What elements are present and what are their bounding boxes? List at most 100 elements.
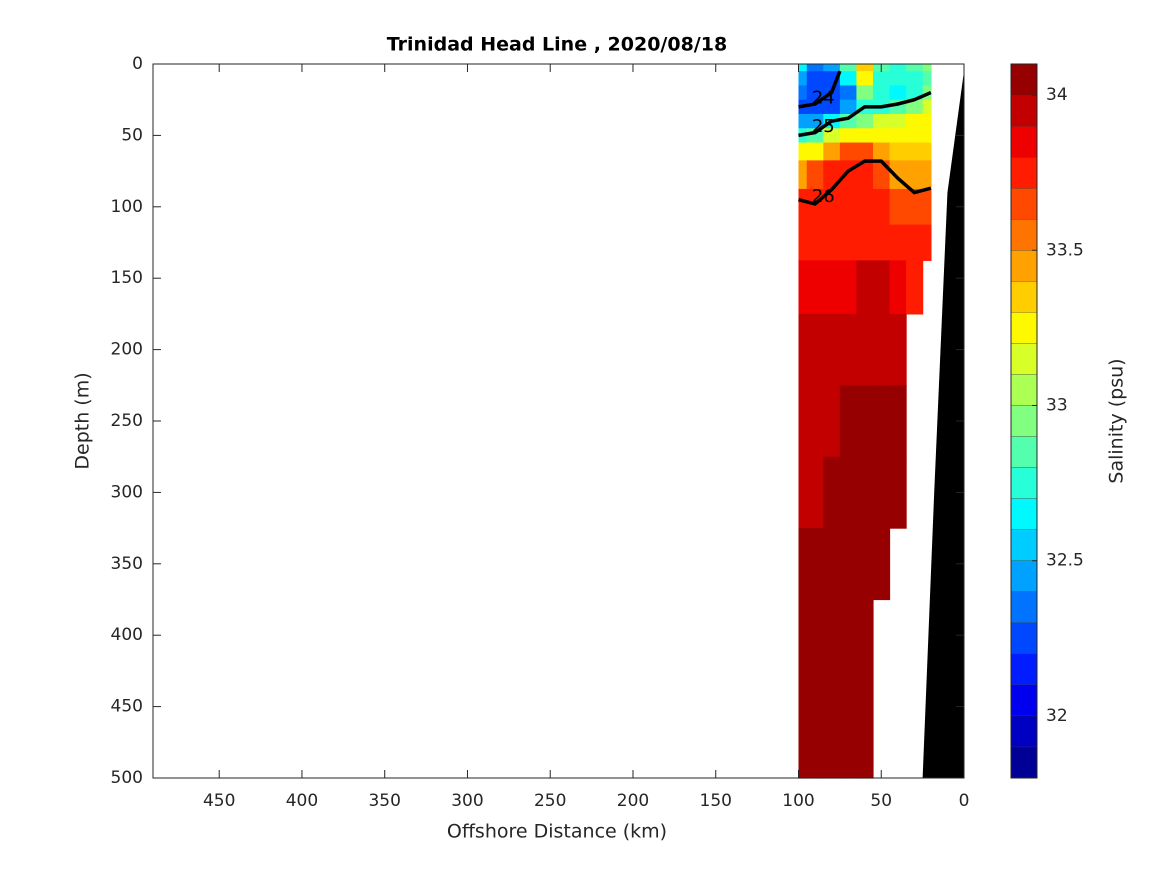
- salinity-cell: [906, 260, 924, 315]
- salinity-cell: [823, 64, 841, 72]
- salinity-cell: [823, 670, 841, 743]
- salinity-cell: [798, 64, 808, 72]
- colorbar-band: [1010, 560, 1038, 592]
- salinity-cell: [798, 160, 808, 190]
- salinity-cell: [856, 128, 874, 144]
- salinity-cell: [922, 160, 932, 190]
- salinity-cell: [889, 456, 907, 529]
- salinity-cell: [872, 313, 891, 386]
- salinity-cell: [839, 528, 858, 601]
- salinity-cell: [823, 224, 841, 261]
- salinity-cell: [798, 385, 808, 458]
- y-tick-label: 150: [111, 268, 143, 288]
- salinity-cell: [906, 113, 924, 129]
- colorbar-band: [1010, 715, 1038, 748]
- salinity-cell: [889, 113, 907, 129]
- salinity-cell: [906, 142, 924, 161]
- y-tick-label: 450: [111, 697, 143, 717]
- y-tick-label: 350: [111, 554, 143, 574]
- salinity-cell: [839, 85, 858, 101]
- salinity-cell: [872, 385, 891, 458]
- x-tick-label: 100: [782, 791, 814, 811]
- y-tick-label: 250: [111, 411, 143, 431]
- y-tick-label: 0: [132, 54, 143, 74]
- contour-label: 24: [812, 87, 835, 108]
- salinity-cell: [806, 64, 824, 72]
- salinity-cell: [798, 260, 808, 315]
- x-axis-label: Offshore Distance (km): [447, 821, 667, 843]
- x-tick-label: 200: [617, 791, 649, 811]
- salinity-cell: [823, 188, 841, 226]
- colorbar-band: [1010, 219, 1038, 251]
- colorbar-band: [1010, 622, 1038, 654]
- salinity-cell: [889, 224, 907, 261]
- salinity-cell: [906, 224, 924, 261]
- salinity-cell: [798, 113, 808, 129]
- y-tick-label: 50: [121, 125, 143, 145]
- contour-line: [798, 159, 932, 206]
- salinity-cell: [872, 160, 891, 190]
- salinity-cell: [889, 188, 907, 226]
- salinity-cell: [806, 113, 824, 129]
- salinity-cell: [889, 71, 907, 87]
- salinity-cell: [839, 313, 858, 386]
- salinity-cell: [839, 260, 858, 315]
- colorbar-tick-label: 34: [1046, 85, 1068, 105]
- colorbar-band: [1010, 436, 1038, 468]
- colorbar-tick-label: 33.5: [1046, 240, 1084, 260]
- salinity-cell: [872, 85, 891, 101]
- salinity-cell: [872, 142, 891, 161]
- salinity-cell: [856, 528, 874, 601]
- salinity-cell: [872, 528, 891, 601]
- salinity-cell: [856, 599, 874, 672]
- colorbar-band: [1010, 529, 1038, 561]
- y-tick-label: 500: [111, 768, 143, 788]
- salinity-cell: [806, 599, 824, 672]
- salinity-cell: [839, 599, 858, 672]
- colorbar-band: [1010, 467, 1038, 499]
- salinity-cell: [839, 71, 858, 87]
- contour-line: [798, 70, 842, 109]
- colorbar-band: [1010, 374, 1038, 406]
- x-tick-label: 450: [203, 791, 235, 811]
- x-tick-label: 50: [870, 791, 892, 811]
- salinity-cell: [889, 64, 907, 72]
- y-tick-label: 400: [111, 625, 143, 645]
- colorbar-frame: [1010, 63, 1038, 779]
- salinity-cell: [922, 224, 932, 261]
- salinity-cell: [798, 528, 808, 601]
- salinity-cell: [798, 599, 808, 672]
- salinity-cell: [856, 142, 874, 161]
- salinity-cell: [856, 742, 874, 779]
- salinity-cell: [806, 85, 824, 101]
- colorbar-label: Salinity (psu): [1106, 358, 1128, 483]
- salinity-cell: [806, 260, 824, 315]
- salinity-cell: [922, 99, 932, 115]
- salinity-cell: [798, 142, 808, 161]
- salinity-cell: [906, 64, 924, 72]
- salinity-cell: [798, 313, 808, 386]
- salinity-cell: [798, 742, 808, 779]
- salinity-cell: [806, 160, 824, 190]
- y-axis-label: Depth (m): [72, 372, 94, 469]
- salinity-cell: [823, 385, 841, 458]
- colorbar-band: [1010, 188, 1038, 220]
- x-tick-label: 150: [700, 791, 732, 811]
- salinity-cell: [806, 385, 824, 458]
- x-tick-label: 250: [534, 791, 566, 811]
- colorbar-band: [1010, 343, 1038, 375]
- salinity-cell: [823, 599, 841, 672]
- salinity-cell: [872, 71, 891, 87]
- salinity-cell: [823, 99, 841, 115]
- salinity-cell: [806, 670, 824, 743]
- salinity-cell: [839, 456, 858, 529]
- colorbar-band: [1010, 653, 1038, 686]
- salinity-cell: [806, 142, 824, 161]
- salinity-cell: [856, 188, 874, 226]
- salinity-cell: [839, 188, 858, 226]
- salinity-cell: [922, 113, 932, 129]
- salinity-cell: [856, 456, 874, 529]
- salinity-cell: [906, 71, 924, 87]
- contour-line: [798, 90, 932, 138]
- salinity-cell: [798, 85, 808, 101]
